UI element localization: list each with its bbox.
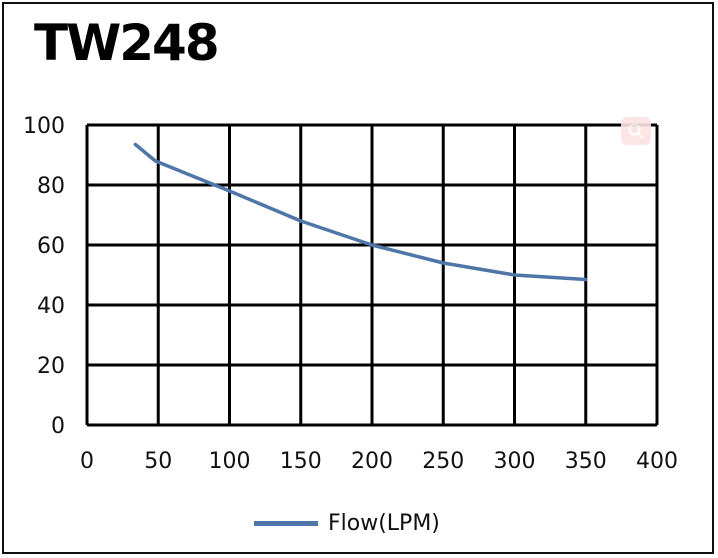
x-tick-label: 200 bbox=[351, 449, 393, 474]
x-tick-label: 250 bbox=[422, 449, 464, 474]
x-tick-label: 300 bbox=[494, 449, 536, 474]
grid bbox=[85, 123, 659, 427]
legend: Flow(LPM) bbox=[254, 506, 440, 540]
y-tick-label: 60 bbox=[37, 234, 65, 259]
chart-title: TW248 bbox=[34, 14, 220, 72]
legend-swatch bbox=[254, 520, 318, 526]
series-lines bbox=[133, 142, 588, 282]
y-tick-label: 0 bbox=[51, 414, 65, 439]
x-tick-label: 50 bbox=[144, 449, 172, 474]
series-line-flow bbox=[133, 142, 588, 282]
x-tick-label: 0 bbox=[80, 449, 94, 474]
x-tick-label: 400 bbox=[636, 449, 678, 474]
legend-label: Flow(LPM) bbox=[328, 510, 440, 536]
y-tick-label: 100 bbox=[23, 114, 65, 139]
x-tick-labels: 0 50 100 150 200 250 300 350 400 bbox=[80, 449, 678, 474]
y-tick-label: 20 bbox=[37, 354, 65, 379]
x-tick-label: 100 bbox=[209, 449, 251, 474]
y-tick-label: 80 bbox=[37, 174, 65, 199]
x-tick-label: 350 bbox=[565, 449, 607, 474]
x-tick-label: 150 bbox=[280, 449, 322, 474]
y-tick-label: 40 bbox=[37, 294, 65, 319]
zoom-button[interactable] bbox=[621, 117, 651, 145]
magnifier-icon bbox=[628, 123, 644, 139]
y-tick-labels: 0 20 40 60 80 100 bbox=[23, 114, 65, 439]
